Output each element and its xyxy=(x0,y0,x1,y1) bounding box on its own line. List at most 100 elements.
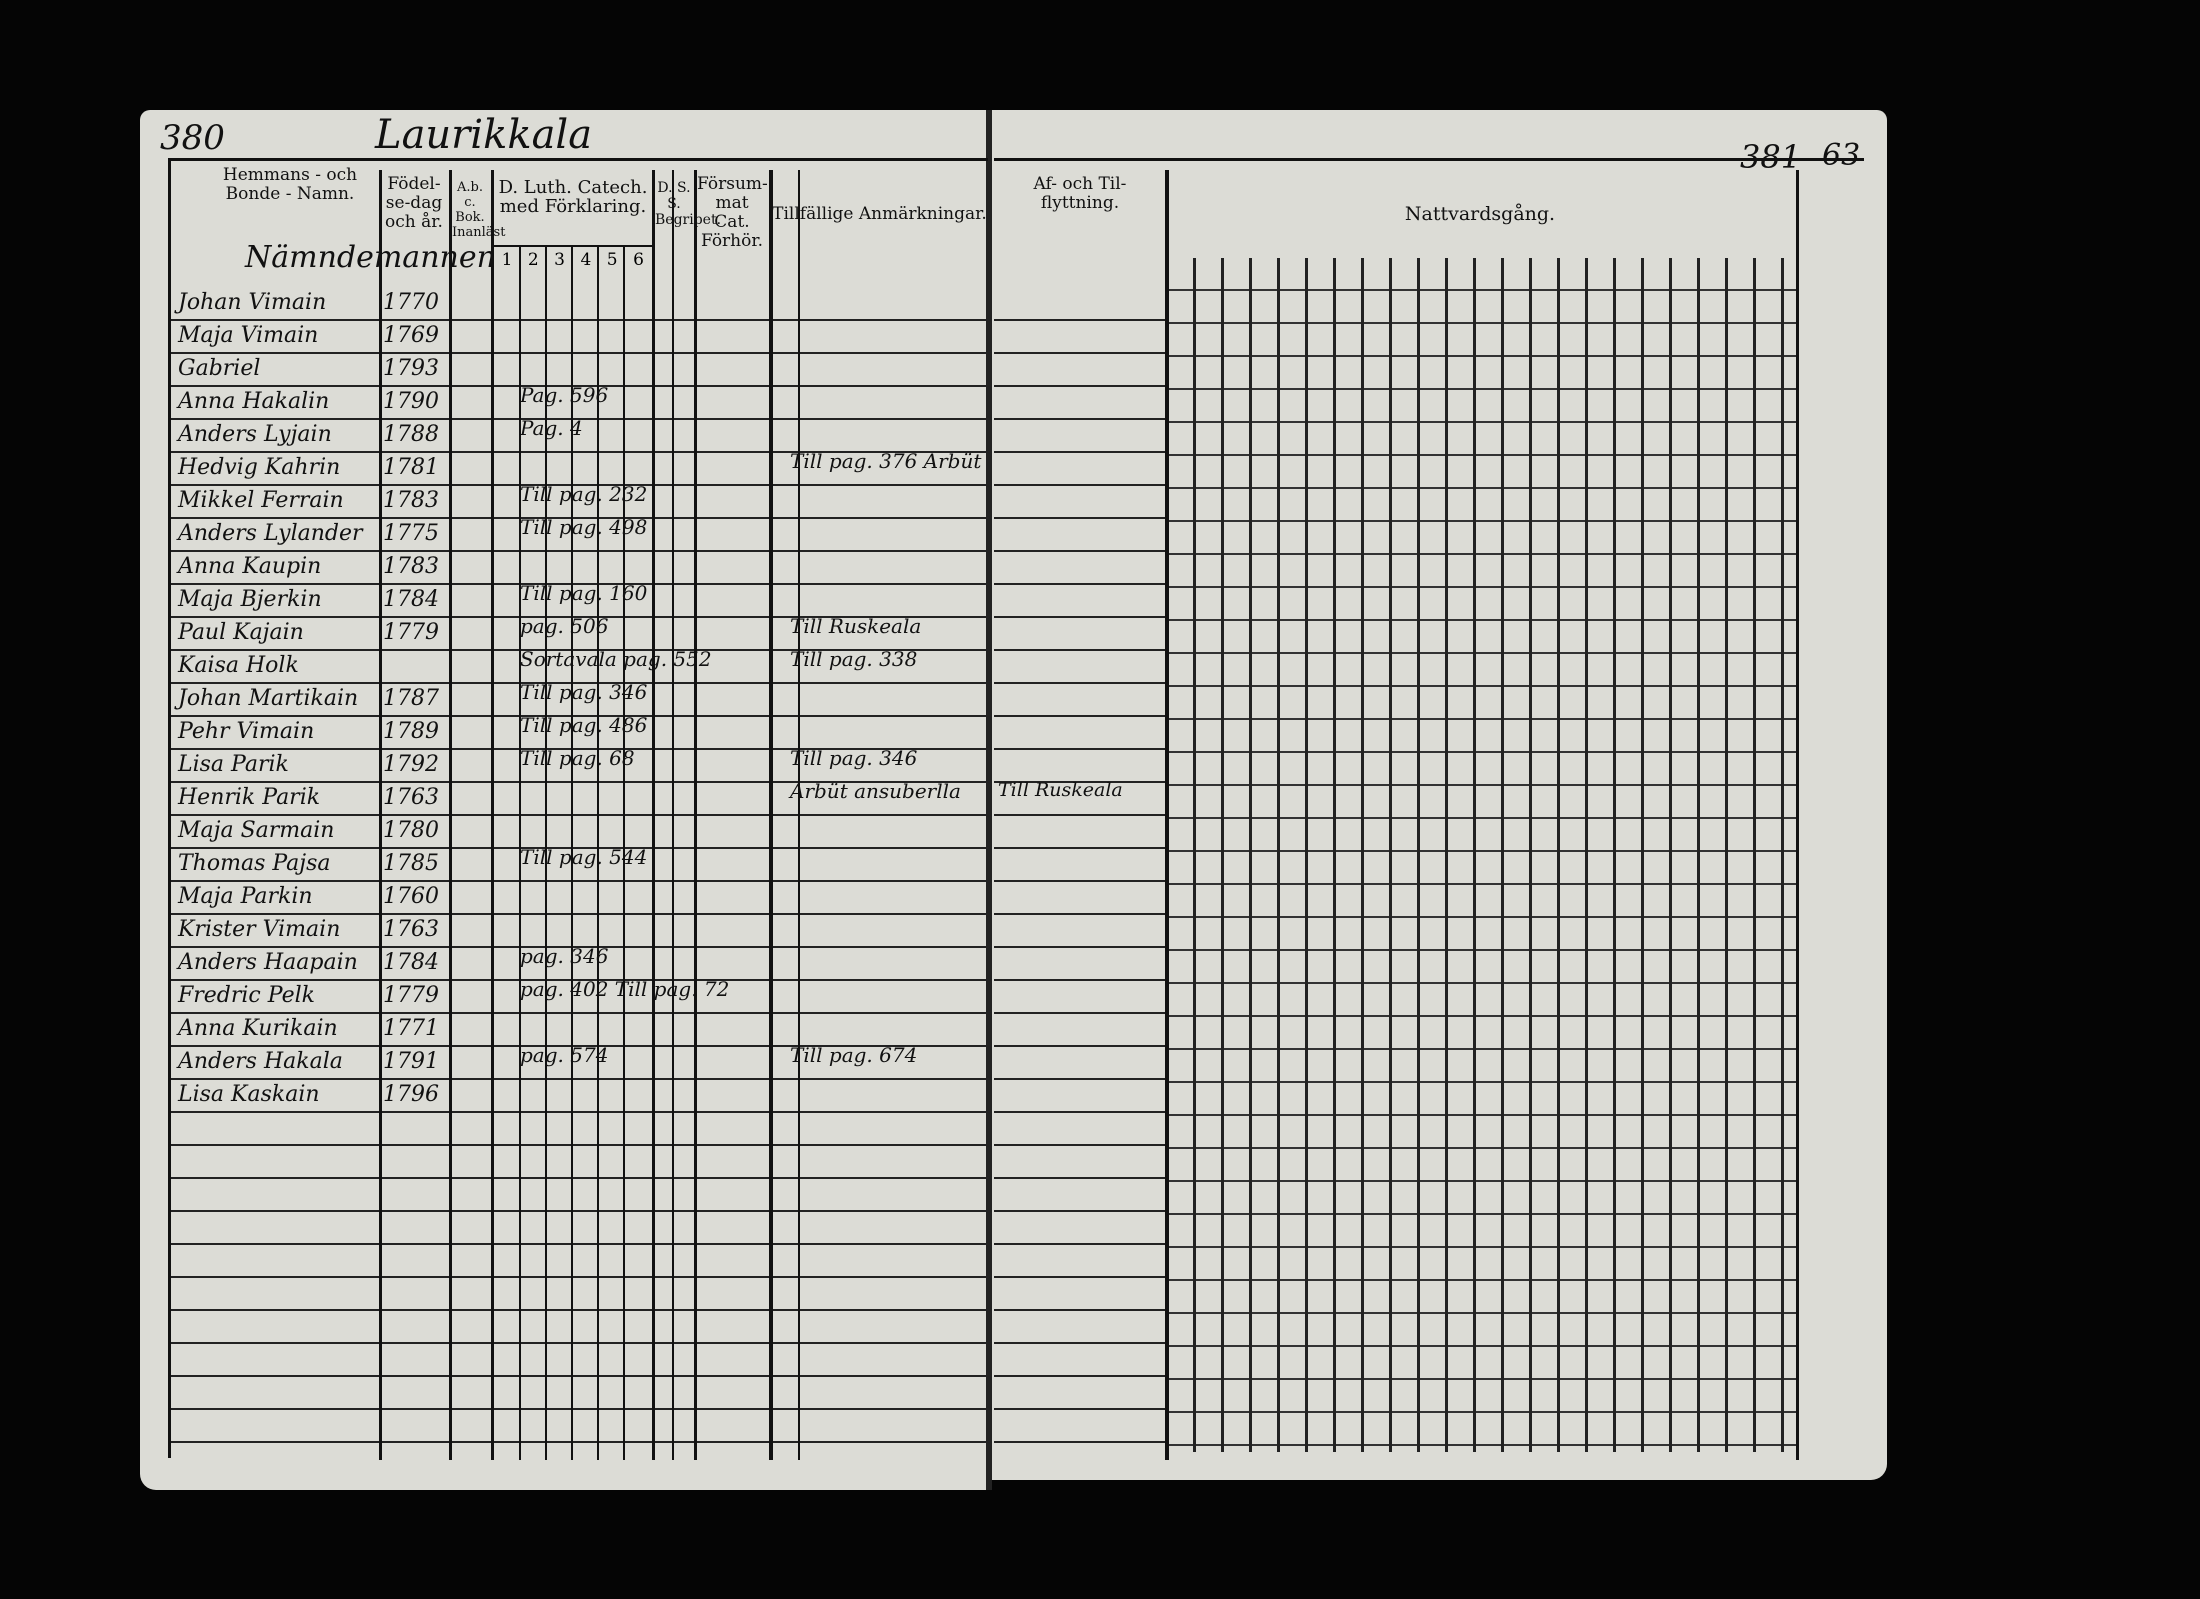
column-header: Tillfällige Anmärkningar. xyxy=(772,204,987,224)
catechism-note: Till pag. 346 xyxy=(520,680,648,704)
catechism-part: 2 xyxy=(527,250,539,270)
person-name: Johan Martikain xyxy=(178,686,359,711)
person-name: Lisa Parik xyxy=(178,752,289,777)
birth-year: 1793 xyxy=(383,356,439,381)
column-line xyxy=(1165,170,1169,1460)
person-name: Krister Vimain xyxy=(178,917,341,942)
person-name: Maja Sarmain xyxy=(178,818,335,843)
catechism-part: 4 xyxy=(580,250,592,270)
birth-year: 1784 xyxy=(383,587,439,612)
village-name: Laurikkala xyxy=(375,112,593,158)
column-line xyxy=(597,245,599,1460)
person-name: Gabriel xyxy=(178,356,261,381)
person-name: Maja Vimain xyxy=(178,323,319,348)
remark: Arbüt ansuberlla xyxy=(790,779,961,803)
header-rule xyxy=(994,158,1864,161)
catechism-part: 1 xyxy=(501,250,513,270)
column-line xyxy=(694,170,697,1460)
person-name: Anders Haapain xyxy=(178,950,358,975)
catechism-note: Till pag. 232 xyxy=(520,482,648,506)
column-header: Nattvardsgång. xyxy=(1404,203,1556,225)
catechism-note: pag. 346 xyxy=(520,944,609,968)
person-name: Maja Parkin xyxy=(178,884,313,909)
column-line xyxy=(623,245,625,1460)
catechism-note: Till pag. 486 xyxy=(520,713,648,737)
catechism-note: pag. 506 xyxy=(520,614,609,638)
person-name: Anna Hakalin xyxy=(178,389,330,414)
person-name: Anna Kaupin xyxy=(178,554,322,579)
birth-year: 1791 xyxy=(383,1049,439,1074)
catechism-note: Sortavala pag. 552 xyxy=(520,647,712,671)
person-name: Fredric Pelk xyxy=(178,983,315,1008)
person-name: Pehr Vimain xyxy=(178,719,315,744)
birth-year: 1779 xyxy=(383,983,439,1008)
birth-year: 1763 xyxy=(383,785,439,810)
catechism-note: Till pag. 160 xyxy=(520,581,648,605)
page-number: 380 xyxy=(160,118,225,158)
person-name: Henrik Parik xyxy=(178,785,321,810)
row-rules xyxy=(168,288,986,1452)
column-line xyxy=(769,170,773,1460)
column-line xyxy=(798,170,800,1460)
birth-year: 1781 xyxy=(383,455,439,480)
birth-year: 1790 xyxy=(383,389,439,414)
person-name: Anders Lylander xyxy=(178,521,363,546)
birth-year: 1792 xyxy=(383,752,439,777)
column-line xyxy=(1796,170,1799,1460)
person-name: Thomas Pajsa xyxy=(178,851,331,876)
catechism-part: 3 xyxy=(554,250,565,270)
moving-note: Till Ruskeala xyxy=(998,779,1123,801)
birth-year: 1785 xyxy=(383,851,439,876)
birth-year: 1760 xyxy=(383,884,439,909)
column-line xyxy=(652,170,655,1460)
column-header: Hemmans - och Bonde - Namn. xyxy=(222,165,358,204)
folio-number: 63 xyxy=(1822,138,1861,173)
person-name: Hedvig Kahrin xyxy=(178,455,341,480)
birth-year: 1784 xyxy=(383,950,439,975)
birth-year: 1769 xyxy=(383,323,439,348)
catechism-note: Pag. 4 xyxy=(520,416,583,440)
gutter xyxy=(986,110,992,1490)
catechism-part: 6 xyxy=(633,250,644,270)
column-header: Af- och Til-flyttning. xyxy=(1033,174,1127,213)
person-name: Johan Vimain xyxy=(178,290,327,315)
catechism-note: Pag. 596 xyxy=(520,383,609,407)
column-line xyxy=(545,245,547,1460)
column-header: Försum-mat Cat. Förhör. xyxy=(697,174,768,251)
person-name: Anders Lyjain xyxy=(178,422,332,447)
person-name: Maja Bjerkin xyxy=(178,587,322,612)
remark: Till pag. 338 xyxy=(790,647,918,671)
column-line xyxy=(379,170,382,1460)
person-name: Kaisa Holk xyxy=(178,653,299,678)
row-rules xyxy=(994,288,1165,1452)
column-header: D. Luth. Catech. med Förklaring. xyxy=(498,177,648,217)
column-line xyxy=(519,245,521,1460)
page-number: 381 xyxy=(1740,138,1802,176)
birth-year: 1783 xyxy=(383,554,439,579)
catechism-note: Till pag. 498 xyxy=(520,515,648,539)
remark: Till pag. 376 Arbüt xyxy=(790,449,982,473)
birth-year: 1780 xyxy=(383,818,439,843)
birth-year: 1770 xyxy=(383,290,439,315)
birth-year: 1775 xyxy=(383,521,439,546)
catechism-note: pag. 574 xyxy=(520,1043,609,1067)
birth-year: 1789 xyxy=(383,719,439,744)
person-name: Paul Kajain xyxy=(178,620,304,645)
column-line xyxy=(571,245,573,1460)
catechism-note: pag. 402 Till pag. 72 xyxy=(520,977,730,1001)
remark: Till pag. 346 xyxy=(790,746,918,770)
section-title: Nämndemannen xyxy=(245,240,496,275)
header-rule xyxy=(168,158,988,161)
birth-year: 1787 xyxy=(383,686,439,711)
birth-year: 1771 xyxy=(383,1016,439,1041)
catechism-note: Till pag. 68 xyxy=(520,746,635,770)
person-name: Anna Kurikain xyxy=(178,1016,338,1041)
person-name: Anders Hakala xyxy=(178,1049,343,1074)
column-header: Födel-se-dag och år. xyxy=(385,174,443,232)
catechism-note: Till pag. 544 xyxy=(520,845,648,869)
column-line xyxy=(168,158,171,1458)
birth-year: 1779 xyxy=(383,620,439,645)
